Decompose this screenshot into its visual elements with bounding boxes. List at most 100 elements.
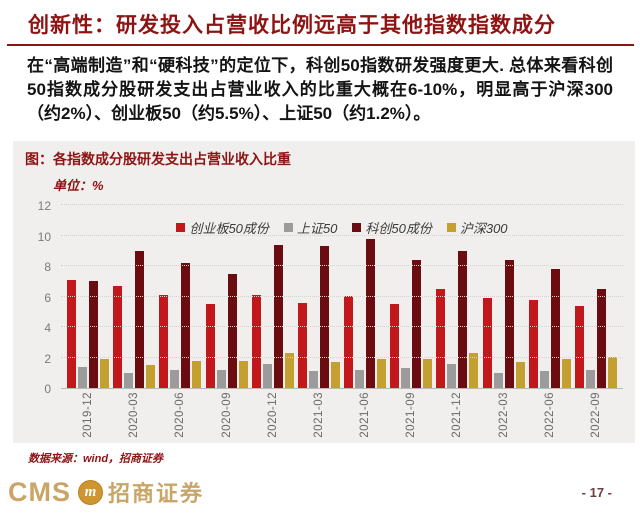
legend-item: 上证50 — [283, 218, 337, 237]
bar-group — [297, 246, 340, 389]
x-tick-label: 2021-06 — [359, 392, 372, 439]
bar — [216, 370, 226, 389]
bar-group — [113, 251, 156, 389]
bar — [561, 359, 571, 389]
gridline — [61, 356, 623, 358]
bar — [67, 280, 76, 389]
bar — [297, 303, 307, 389]
x-tick-label: 2020-09 — [220, 392, 233, 439]
bar — [238, 361, 248, 389]
bar — [550, 269, 560, 389]
chart-legend: 创业板50成份 上证50 科创50成份 沪深300 — [61, 218, 623, 237]
bar-group — [436, 251, 479, 389]
legend-label: 沪深300 — [459, 221, 508, 237]
x-tick-label: 2020-12 — [266, 392, 279, 439]
bar — [377, 359, 387, 389]
bar — [251, 295, 261, 389]
legend-item: 科创50成份 — [352, 218, 432, 237]
bar — [124, 373, 134, 389]
bar-group — [574, 289, 617, 389]
bar — [181, 263, 191, 389]
bar-series — [61, 206, 623, 389]
bar — [528, 300, 538, 389]
bar — [319, 246, 329, 389]
bar — [227, 274, 237, 389]
x-tick-label: 2022-06 — [543, 392, 556, 439]
y-tick-label: 2 — [44, 351, 51, 366]
bar — [330, 362, 340, 389]
bar — [458, 251, 468, 389]
bar — [262, 364, 272, 389]
legend-item: 沪深300 — [446, 218, 508, 237]
footer: CMS m 招商证券 - 17 - — [8, 476, 640, 508]
bar — [469, 353, 479, 389]
x-tick-label: 2022-03 — [497, 392, 510, 439]
bar — [205, 304, 215, 389]
cms-logo-m: m — [84, 483, 97, 500]
gridline — [61, 204, 623, 206]
x-tick: 2022-03 — [483, 392, 525, 444]
page-title: 创新性：研发投入占营收比例远高于其他指数指数成分 — [28, 14, 556, 37]
bar — [504, 260, 514, 389]
y-axis: 0 2 4 6 8 10 12 — [25, 199, 53, 396]
x-tick: 2019-12 — [67, 392, 109, 444]
bar — [412, 260, 422, 389]
x-tick-label: 2020-06 — [174, 392, 187, 439]
cms-logo-chinese: 招商证券 — [108, 481, 205, 507]
cms-logo: CMS m 招商证券 — [8, 476, 204, 508]
figure-title: 图：各指数成分股研发支出占营业收入比重 — [25, 151, 291, 168]
bar-group — [159, 263, 202, 389]
bar — [135, 251, 145, 389]
gridline — [61, 234, 623, 236]
bar — [170, 370, 180, 389]
x-tick-label: 2019-12 — [82, 392, 94, 439]
x-tick: 2022-09 — [575, 392, 617, 444]
x-tick-label: 2020-03 — [128, 392, 141, 439]
cms-logo-text: CMS — [8, 476, 71, 507]
bar-group — [67, 280, 109, 389]
gridline — [61, 295, 623, 297]
x-tick: 2020-12 — [252, 392, 294, 444]
bar — [78, 367, 87, 389]
bar-group — [482, 260, 525, 389]
y-tick-label: 10 — [37, 229, 51, 244]
page-number: - 17 - — [581, 484, 612, 500]
x-tick-label: 2021-03 — [312, 392, 325, 439]
bar — [366, 239, 376, 389]
plot-area: 创业板50成份 上证50 科创50成份 沪深300 — [61, 204, 623, 390]
x-tick: 2021-09 — [390, 392, 432, 444]
legend-item: 创业板50成份 — [176, 218, 269, 237]
legend-marker — [352, 223, 362, 233]
bar-group — [528, 269, 571, 389]
cms-logo-badge-icon: m — [78, 479, 103, 505]
source-note: 数据来源：wind，招商证券 — [28, 453, 164, 466]
y-tick-label: 0 — [44, 382, 51, 397]
legend-label: 创业板50成份 — [189, 221, 269, 237]
bar — [539, 371, 549, 389]
bar — [423, 359, 433, 389]
y-tick-label: 12 — [37, 199, 51, 214]
gridline — [61, 265, 623, 267]
chart-panel: 图：各指数成分股研发支出占营业收入比重 单位：% 0 2 4 6 8 10 12 创业板50… — [13, 141, 635, 444]
chart: 0 2 4 6 8 10 12 创业板50成份 上证50 科创50成份 沪深300 2019-12… — [25, 196, 625, 444]
body-text: 在“高端制造”和“硬科技”的定位下，科创50指数研发强度更大. 总体来看科创50… — [27, 56, 613, 124]
x-tick: 2020-09 — [206, 392, 248, 444]
bar — [585, 370, 595, 389]
x-tick: 2020-03 — [113, 392, 155, 444]
x-axis-labels: 2019-12 2020-03 2020-06 2020-09 2020-12 2021-… — [61, 392, 623, 444]
bar — [493, 373, 503, 389]
bar — [515, 362, 525, 389]
bar — [401, 368, 411, 389]
bar — [596, 289, 606, 389]
bar — [113, 286, 123, 389]
legend-marker — [176, 223, 186, 233]
bar — [89, 281, 98, 389]
bar — [146, 365, 156, 389]
bar-group — [205, 274, 248, 389]
x-tick-label: 2022-09 — [589, 392, 602, 439]
bar — [284, 353, 294, 389]
legend-marker — [446, 223, 456, 233]
bar-group — [251, 245, 294, 389]
unit-label: 单位：% — [53, 178, 104, 194]
bar — [482, 298, 492, 389]
